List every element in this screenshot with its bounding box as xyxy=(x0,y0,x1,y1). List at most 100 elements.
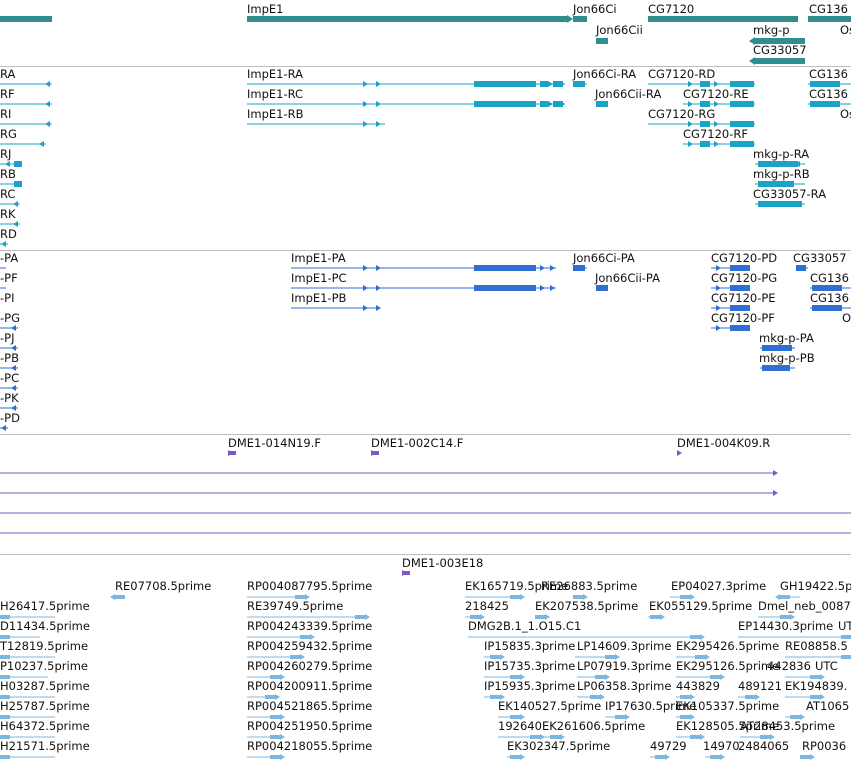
est-label[interactable]: EK261606.5prime xyxy=(542,719,646,733)
strand-arrow[interactable] xyxy=(45,121,50,127)
strand-arrow[interactable] xyxy=(520,754,525,760)
transcript-label[interactable]: mkg-p-RA xyxy=(753,147,810,161)
strand-arrow[interactable] xyxy=(790,614,795,620)
transcript-label[interactable]: RA xyxy=(0,67,16,81)
transcript-label[interactable]: CG136 xyxy=(809,67,848,81)
est-label[interactable]: P10237.5prime xyxy=(0,659,88,673)
strand-arrow[interactable] xyxy=(714,121,719,127)
strand-arrow[interactable] xyxy=(560,101,565,107)
strand-arrow[interactable] xyxy=(11,325,16,331)
feature-bar[interactable] xyxy=(690,735,700,739)
feature-bar[interactable] xyxy=(758,181,794,187)
strand-arrow[interactable] xyxy=(376,285,381,291)
est-label[interactable]: EK295126.5prime xyxy=(676,659,780,673)
est-label[interactable]: RP004200911.5prime xyxy=(247,679,373,693)
feature-bar[interactable] xyxy=(295,595,305,599)
feature-bar[interactable] xyxy=(510,715,520,719)
est-label[interactable]: 2484065 xyxy=(738,739,790,753)
protein-label[interactable]: -PD xyxy=(0,411,20,425)
est-label[interactable]: RE08858.5 xyxy=(785,639,848,653)
feature-bar[interactable] xyxy=(730,101,754,107)
strand-arrow[interactable] xyxy=(688,141,693,147)
feature-bar[interactable] xyxy=(270,675,280,679)
strand-arrow[interactable] xyxy=(716,325,721,331)
protein-label[interactable]: mkg-p-PA xyxy=(759,331,814,345)
est-label[interactable]: H26417.5prime xyxy=(0,599,90,613)
feature-bar[interactable] xyxy=(745,695,755,699)
feature-bar[interactable] xyxy=(730,285,750,291)
feature-bar[interactable] xyxy=(270,715,280,719)
est-label[interactable]: IP15735.3prime xyxy=(484,659,576,673)
transcript-label[interactable]: ImpE1-RB xyxy=(247,107,304,121)
est-label[interactable]: AT1065 xyxy=(806,699,850,713)
strand-arrow[interactable] xyxy=(690,714,695,720)
transcript-label[interactable]: RG xyxy=(0,127,17,141)
protein-label[interactable]: CG7120-PE xyxy=(711,291,776,305)
strand-arrow[interactable] xyxy=(775,594,780,600)
protein-label[interactable]: -PF xyxy=(0,271,18,285)
est-label[interactable]: D11434.5prime xyxy=(0,619,90,633)
strand-arrow[interactable] xyxy=(820,694,825,700)
feature-bar[interactable] xyxy=(0,675,10,679)
est-label[interactable]: UT xyxy=(838,619,851,633)
protein-label[interactable]: CG33057 xyxy=(793,251,847,265)
est-label[interactable]: RP004243339.5prime xyxy=(247,619,373,633)
feature-bar[interactable] xyxy=(690,635,700,639)
feature-bar[interactable] xyxy=(730,81,754,87)
strand-arrow[interactable] xyxy=(560,81,565,87)
est-label[interactable]: IP15935.3prime xyxy=(484,679,576,693)
strand-arrow[interactable] xyxy=(275,694,280,700)
est-label[interactable]: RE07708.5prime xyxy=(115,579,212,593)
strand-arrow[interactable] xyxy=(363,101,368,107)
strand-arrow[interactable] xyxy=(548,101,553,107)
protein-label[interactable]: -PA xyxy=(0,251,19,265)
est-label[interactable]: EK128505.5prime xyxy=(676,719,780,733)
feature-bar[interactable] xyxy=(535,615,545,619)
feature-bar[interactable] xyxy=(402,571,410,575)
strand-arrow[interactable] xyxy=(688,81,693,87)
protein-label[interactable]: Jon66Cii-PA xyxy=(595,271,660,285)
feature-bar[interactable] xyxy=(371,451,379,455)
est-label[interactable]: RP004251950.5prime xyxy=(247,719,373,733)
strand-arrow[interactable] xyxy=(795,161,800,167)
est-label[interactable]: IP17630.5prime xyxy=(605,699,697,713)
clone-label[interactable]: DME1-004K09.R xyxy=(677,436,771,450)
est-label[interactable]: LP06358.3prime xyxy=(577,679,672,693)
strand-arrow[interactable] xyxy=(376,305,381,311)
strand-arrow[interactable] xyxy=(13,221,18,227)
protein-label[interactable]: CG136 xyxy=(810,291,849,305)
feature-bar[interactable] xyxy=(470,615,480,619)
feature-bar[interactable] xyxy=(695,655,705,659)
protein-label[interactable]: ImpE1-PA xyxy=(291,251,346,265)
feature-bar[interactable] xyxy=(730,265,750,271)
strand-arrow[interactable] xyxy=(665,754,670,760)
transcript-label[interactable]: RK xyxy=(0,207,16,221)
est-label[interactable]: LP07919.3prime xyxy=(577,659,672,673)
strand-arrow[interactable] xyxy=(13,201,18,207)
feature-bar[interactable] xyxy=(810,675,820,679)
est-label[interactable]: EK295426.5prime xyxy=(676,639,780,653)
feature-bar[interactable] xyxy=(680,695,690,699)
gene-label[interactable]: ImpE1 xyxy=(247,2,284,16)
est-label[interactable]: RP004218055.5prime xyxy=(247,739,373,753)
est-label[interactable]: EK055129.5prime xyxy=(649,599,753,613)
est-label[interactable]: Dmel_neb_0087 xyxy=(758,599,851,613)
strand-arrow[interactable] xyxy=(716,265,721,271)
est-label[interactable]: IP15835.3prime xyxy=(484,639,576,653)
feature-bar[interactable] xyxy=(595,675,605,679)
feature-bar[interactable] xyxy=(510,675,520,679)
strand-arrow[interactable] xyxy=(376,121,381,127)
est-label[interactable]: 489121 xyxy=(738,679,782,693)
feature-bar[interactable] xyxy=(810,695,820,699)
feature-bar[interactable] xyxy=(596,38,608,44)
strand-arrow[interactable] xyxy=(688,121,693,127)
est-label[interactable]: 14970 xyxy=(703,739,740,753)
gene-label[interactable]: CG136 xyxy=(809,2,848,16)
feature-bar[interactable] xyxy=(605,655,615,659)
strand-arrow[interactable] xyxy=(376,81,381,87)
feature-bar[interactable] xyxy=(810,81,840,87)
feature-bar[interactable] xyxy=(228,451,236,455)
feature-bar[interactable] xyxy=(700,141,710,147)
feature-bar[interactable] xyxy=(755,58,805,64)
est-label[interactable]: EK302347.5prime xyxy=(507,739,611,753)
